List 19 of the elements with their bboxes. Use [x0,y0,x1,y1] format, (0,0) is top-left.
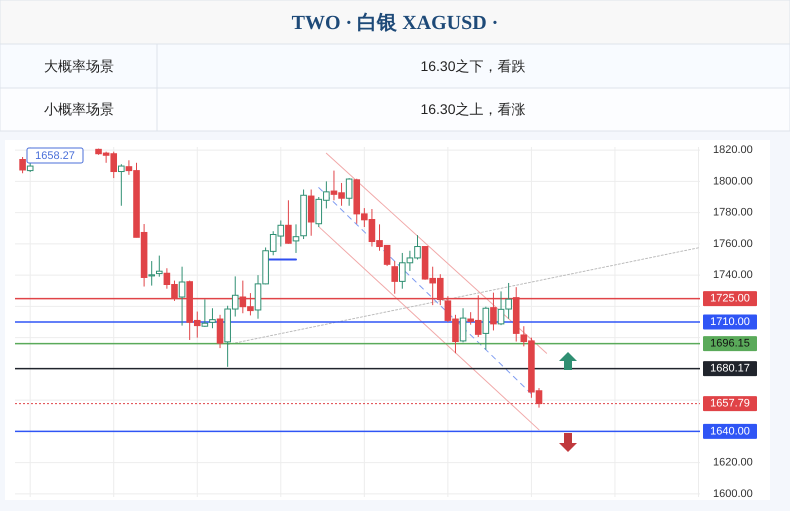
y-tick-label: 1800.00 [713,175,753,188]
ref-line-label: 1640.00 [710,425,750,438]
ref-line-label: 1657.79 [710,397,750,410]
text: 小概率场景 [44,101,114,117]
text: 16.30之下，看跌 [420,58,526,74]
text: 16.30之上，看涨 [420,101,526,117]
ref-line-label: 1710.00 [710,316,750,328]
y-tick-label: 1820.00 [713,144,753,156]
ref-line-label: 1696.15 [710,338,750,350]
text: 大概率场景 [44,58,114,74]
ref-line-label: 1680.17 [710,362,750,375]
ref-line-label: 1725.00 [710,292,750,304]
chart-title: TWO · 白银 XAGUSD · [292,12,498,34]
y-tick-label: 1620.00 [713,456,753,469]
y-tick-label: 1780.00 [713,206,753,219]
y-tick-label: 1740.00 [713,269,753,282]
y-tick-label: 1760.00 [713,238,753,250]
y-tick-label: 1600.00 [713,488,753,500]
annotation: 1658.27 [35,150,75,162]
